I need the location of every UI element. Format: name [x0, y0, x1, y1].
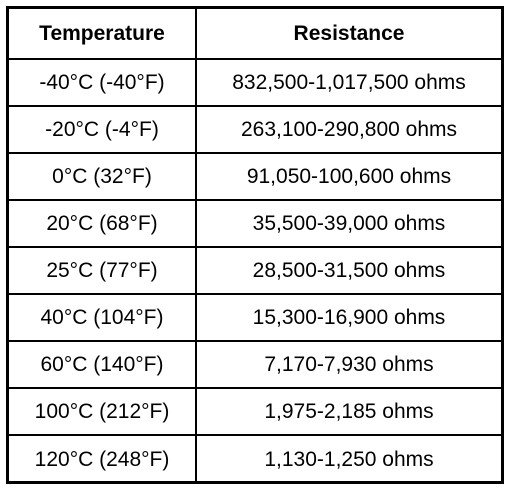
resistance-cell: 263,100-290,800 ohms: [195, 105, 501, 154]
resistance-cell: 7,170-7,930 ohms: [195, 340, 501, 389]
temperature-cell: 40°C (104°F): [9, 293, 197, 342]
table-header-row: Temperature Resistance: [9, 9, 501, 60]
table-row: -20°C (-4°F) 263,100-290,800 ohms: [9, 105, 501, 154]
temperature-cell: 120°C (248°F): [9, 434, 197, 482]
resistance-cell: 91,050-100,600 ohms: [195, 152, 501, 201]
resistance-cell: 1,975-2,185 ohms: [195, 387, 501, 436]
temperature-resistance-table-frame: Temperature Resistance -40°C (-40°F) 832…: [6, 6, 504, 484]
table-row: 60°C (140°F) 7,170-7,930 ohms: [9, 340, 501, 389]
temperature-cell: -20°C (-4°F): [9, 105, 197, 154]
temperature-cell: 0°C (32°F): [9, 152, 197, 201]
resistance-cell: 15,300-16,900 ohms: [195, 293, 501, 342]
table-row: 20°C (68°F) 35,500-39,000 ohms: [9, 199, 501, 248]
temperature-cell: 100°C (212°F): [9, 387, 197, 436]
table-row: 100°C (212°F) 1,975-2,185 ohms: [9, 387, 501, 436]
table-row: 25°C (77°F) 28,500-31,500 ohms: [9, 246, 501, 295]
resistance-cell: 832,500-1,017,500 ohms: [195, 58, 501, 107]
temperature-resistance-table: Temperature Resistance -40°C (-40°F) 832…: [9, 9, 501, 482]
table-row: 40°C (104°F) 15,300-16,900 ohms: [9, 293, 501, 342]
temperature-cell: 60°C (140°F): [9, 340, 197, 389]
resistance-cell: 35,500-39,000 ohms: [195, 199, 501, 248]
resistance-cell: 1,130-1,250 ohms: [195, 434, 501, 482]
table-row: 120°C (248°F) 1,130-1,250 ohms: [9, 434, 501, 482]
resistance-column-header: Resistance: [195, 9, 501, 60]
table-row: -40°C (-40°F) 832,500-1,017,500 ohms: [9, 58, 501, 107]
temperature-cell: 25°C (77°F): [9, 246, 197, 295]
temperature-column-header: Temperature: [9, 9, 197, 60]
temperature-cell: 20°C (68°F): [9, 199, 197, 248]
resistance-cell: 28,500-31,500 ohms: [195, 246, 501, 295]
table-row: 0°C (32°F) 91,050-100,600 ohms: [9, 152, 501, 201]
temperature-cell: -40°C (-40°F): [9, 58, 197, 107]
